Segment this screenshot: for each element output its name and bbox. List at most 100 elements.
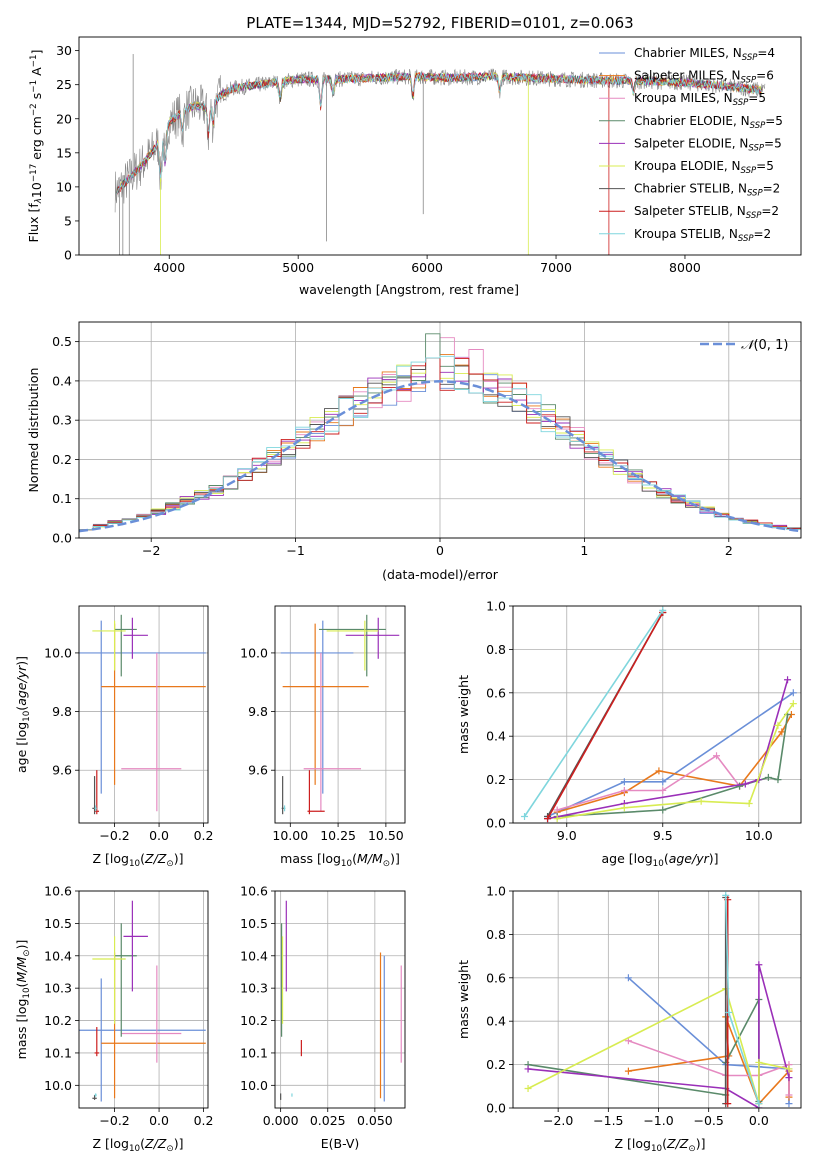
legend-label: Chabrier ELODIE, NSSP=5 (634, 114, 783, 131)
y-tick-label: 10.2 (44, 1013, 72, 1028)
weight-marker (659, 778, 667, 786)
y-tick-label: 10.3 (240, 981, 268, 996)
x-tick-label: 10.25 (320, 828, 356, 843)
x-tick-label: −2 (142, 543, 160, 558)
legend-label-tail: =5 (748, 91, 766, 105)
weight-marker (553, 815, 561, 823)
x-tick-label: 0.2 (194, 828, 214, 843)
weight-line-krou_stelib (523, 609, 664, 817)
legend-label: Salpeter ELODIE, NSSP=5 (634, 136, 782, 153)
y-tick-label: 10.0 (240, 645, 268, 660)
plot-area (79, 333, 801, 533)
chart-panel-5: −0.2 0.0 0.2 10.0 10.1 10.2 10.3 10.4 10.5 10.6 Z … (14, 884, 213, 1155)
x-tick-label: 0 (436, 543, 444, 558)
y-tick-label: 1.0 (486, 884, 506, 899)
x-axis-label-part: ( (664, 851, 669, 866)
legend-label-sub: SSP (733, 98, 749, 108)
plot-area (280, 900, 402, 1102)
y-axis-label-part: λ (34, 198, 44, 204)
x-axis-label: age [log10(age/yr)] (601, 851, 718, 869)
axes-frame (274, 605, 406, 824)
x-tick-label: 4000 (153, 260, 185, 275)
weight-marker (620, 778, 628, 786)
weight-marker (736, 782, 744, 790)
weight-marker (778, 728, 786, 736)
y-axis-label: Normed distribution (26, 368, 41, 493)
weight-marker (755, 1100, 763, 1108)
chart-panel-3: 10.00 10.25 10.50 9.6 9.8 10.0 mass [log10(M/M… (240, 605, 406, 869)
legend-label: Kroupa MILES, NSSP=5 (634, 91, 766, 108)
y-tick-label: 0.1 (52, 491, 72, 506)
weight-marker (774, 776, 782, 784)
weight-marker (725, 1009, 733, 1017)
weight-marker (624, 1067, 632, 1075)
legend-label-tail: =5 (756, 159, 774, 173)
axes-frame (78, 890, 209, 1109)
x-axis-label-part: )] (174, 851, 184, 866)
legend-label-text: Kroupa STELIB, N (634, 227, 738, 241)
y-axis-label-part: −1 (29, 54, 39, 67)
y-tick-label: 10.6 (240, 884, 268, 899)
y-axis-label-part: mass [log (14, 999, 29, 1060)
y-tick-label: 1.0 (486, 599, 506, 614)
x-axis-label-part: ⊙ (166, 1144, 173, 1154)
x-axis-label-part: ( (352, 851, 357, 866)
legend-label-tail: =2 (761, 204, 779, 218)
spectrum-model-salp_stelib (116, 72, 763, 195)
weight-marker (697, 797, 705, 805)
chart-panel-0: 4000 5000 6000 7000 8000 0 5 10 15 20 25 30 PLATE=13… (26, 14, 802, 297)
y-tick-label: 0 (64, 248, 72, 263)
y-tick-label: 10.5 (240, 916, 268, 931)
legend-label-text: Salpeter STELIB, N (634, 204, 746, 218)
x-axis-label-part: age/yr (669, 851, 710, 866)
legend-label-sub: SSP (747, 189, 763, 199)
x-axis-label-part: 10 (129, 1144, 140, 1154)
x-tick-label: 0.0 (149, 828, 169, 843)
y-tick-label: 10.0 (44, 1078, 72, 1093)
weight-line-krou_elodie (557, 703, 794, 820)
x-tick-label: 1 (580, 543, 588, 558)
y-axis-label-part: age/yr (14, 665, 29, 706)
x-tick-label: 6000 (411, 260, 443, 275)
x-axis-label-part: Z [log (615, 1136, 651, 1151)
x-axis-label-part: )] (174, 1136, 184, 1151)
weight-line-salp_elodie (528, 964, 790, 1108)
chart-panel-1: −2 −1 0 1 2 0.0 0.1 0.2 0.3 0.4 0.5 𝒩(0, 1) (data-mo… (26, 321, 802, 582)
x-tick-label: 0.0 (749, 1113, 769, 1128)
x-tick-label: 9.5 (653, 828, 673, 843)
y-tick-label: 0.4 (486, 729, 506, 744)
weight-marker (785, 1091, 793, 1099)
axes-frame (512, 890, 802, 1109)
x-axis-label: Z [log10(Z/Z⊙)] (615, 1136, 706, 1154)
legend-label-tail: =6 (756, 69, 774, 83)
plot-area (280, 614, 400, 815)
plot-area (79, 900, 206, 1102)
legend-label-tail: =5 (765, 114, 783, 128)
y-tick-label: 0.2 (486, 772, 506, 787)
x-tick-label: 8000 (669, 260, 701, 275)
legend-label-sub: SSP (742, 53, 758, 63)
x-tick-label: −0.2 (99, 1113, 129, 1128)
x-axis-label-part: ( (140, 1136, 145, 1151)
legend-label: Salpeter STELIB, NSSP=2 (634, 204, 779, 221)
y-tick-label: 10.3 (44, 981, 72, 996)
x-axis-label-part: Z [log (93, 851, 129, 866)
plot-area (521, 606, 797, 823)
plot-area (114, 54, 766, 255)
y-axis-label-part: )] (14, 940, 29, 950)
x-tick-label: −2.0 (543, 1113, 573, 1128)
y-tick-label: 0.3 (52, 413, 72, 428)
legend-label-text: Chabrier ELODIE, N (634, 114, 750, 128)
y-tick-label: 9.8 (248, 704, 268, 719)
y-axis-label-part: ( (14, 983, 29, 988)
y-axis-label-part: 10 (22, 711, 32, 722)
y-tick-label: 0.5 (52, 334, 72, 349)
weight-marker (774, 721, 782, 729)
x-tick-label: 2 (725, 543, 733, 558)
chart-panel-4: 9.0 9.5 10.0 0.0 0.2 0.4 0.6 0.8 1.0 age [log10(a… (456, 599, 802, 869)
legend-label: 𝒩(0, 1) (741, 338, 788, 353)
weight-marker (620, 786, 628, 794)
x-tick-label: 0.025 (310, 1113, 346, 1128)
legend-label-text: Salpeter MILES, N (634, 69, 741, 83)
